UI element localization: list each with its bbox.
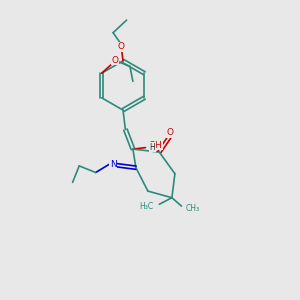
Text: O: O [166,128,173,137]
Text: O: O [118,42,125,51]
Text: N: N [110,160,116,169]
Text: CH₃: CH₃ [185,204,200,213]
Text: H₃C: H₃C [139,202,153,211]
Text: H: H [149,142,155,152]
Text: O: O [111,56,118,65]
Text: OH: OH [148,141,162,150]
